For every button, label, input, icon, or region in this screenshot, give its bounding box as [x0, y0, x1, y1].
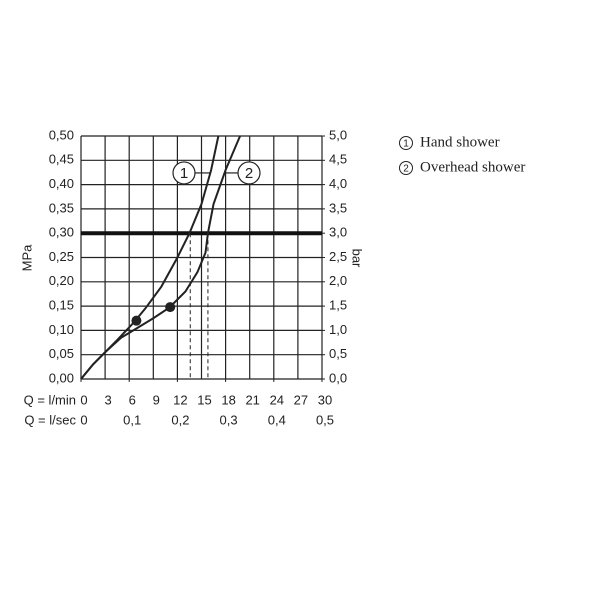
y2-tick-label: 5,0 [329, 127, 347, 142]
y2-tick-label: 4,5 [329, 152, 347, 167]
legend-number: 1 [403, 139, 409, 150]
x-tick-label: 21 [245, 392, 259, 407]
y-tick-label: 0,10 [49, 322, 74, 337]
legend-symbol [399, 136, 413, 150]
y2-tick-label: 1,5 [329, 298, 347, 313]
x2-axis-label: Q = l/sec [24, 412, 76, 427]
y-tick-label: 0,25 [49, 249, 74, 264]
x-tick-label: 18 [221, 392, 235, 407]
x2-tick-label: 0,3 [220, 412, 238, 427]
y-tick-label: 0,15 [49, 298, 74, 313]
x2-tick-label: 0,4 [268, 412, 286, 427]
tag-circle [172, 161, 196, 185]
y-tick-label: 0,35 [49, 200, 74, 215]
x-tick-label: 12 [173, 392, 187, 407]
x-tick-label: 24 [270, 392, 284, 407]
x-tick-label: 0 [80, 392, 87, 407]
y-tick-label: 0,40 [49, 176, 74, 191]
legend-symbol [399, 161, 413, 175]
y2-tick-label: 2,5 [329, 249, 347, 264]
x-tick-label: 30 [318, 392, 332, 407]
x2-tick-label: 0 [80, 412, 87, 427]
y-tick-label: 0,20 [49, 273, 74, 288]
x-axis-label: Q = l/min [24, 392, 76, 407]
y2-tick-label: 2,0 [329, 273, 347, 288]
tag-number: 2 [245, 165, 253, 182]
tag-number: 1 [180, 165, 188, 182]
legend-label: Overhead shower [420, 159, 525, 175]
y2-tick-label: 0,5 [329, 346, 347, 361]
x2-tick-label: 0,1 [123, 412, 141, 427]
y2-tick-label: 0,0 [329, 370, 347, 385]
y2-tick-label: 4,0 [329, 176, 347, 191]
tag-circle [237, 161, 261, 185]
x-tick-label: 6 [129, 392, 136, 407]
y-axis-label: MPa [19, 244, 34, 272]
x-tick-label: 15 [197, 392, 211, 407]
y-tick-label: 0,45 [49, 152, 74, 167]
y-tick-label: 0,50 [49, 127, 74, 142]
y2-tick-label: 1,0 [329, 322, 347, 337]
x-tick-label: 27 [294, 392, 308, 407]
x-tick-label: 9 [153, 392, 160, 407]
y-tick-label: 0,05 [49, 346, 74, 361]
x2-tick-label: 0,5 [316, 412, 334, 427]
x-tick-label: 3 [104, 392, 111, 407]
y-tick-label: 0,00 [49, 370, 74, 385]
y-tick-label: 0,30 [49, 225, 74, 240]
point [131, 315, 142, 326]
y2-tick-label: 3,5 [329, 200, 347, 215]
point [165, 302, 176, 313]
y2-tick-label: 3,0 [329, 225, 347, 240]
y2-axis-label: bar [350, 249, 365, 268]
legend-label: Hand shower [420, 134, 500, 150]
legend-number: 2 [403, 164, 409, 175]
curve [80, 135, 241, 380]
x2-tick-label: 0,2 [171, 412, 189, 427]
